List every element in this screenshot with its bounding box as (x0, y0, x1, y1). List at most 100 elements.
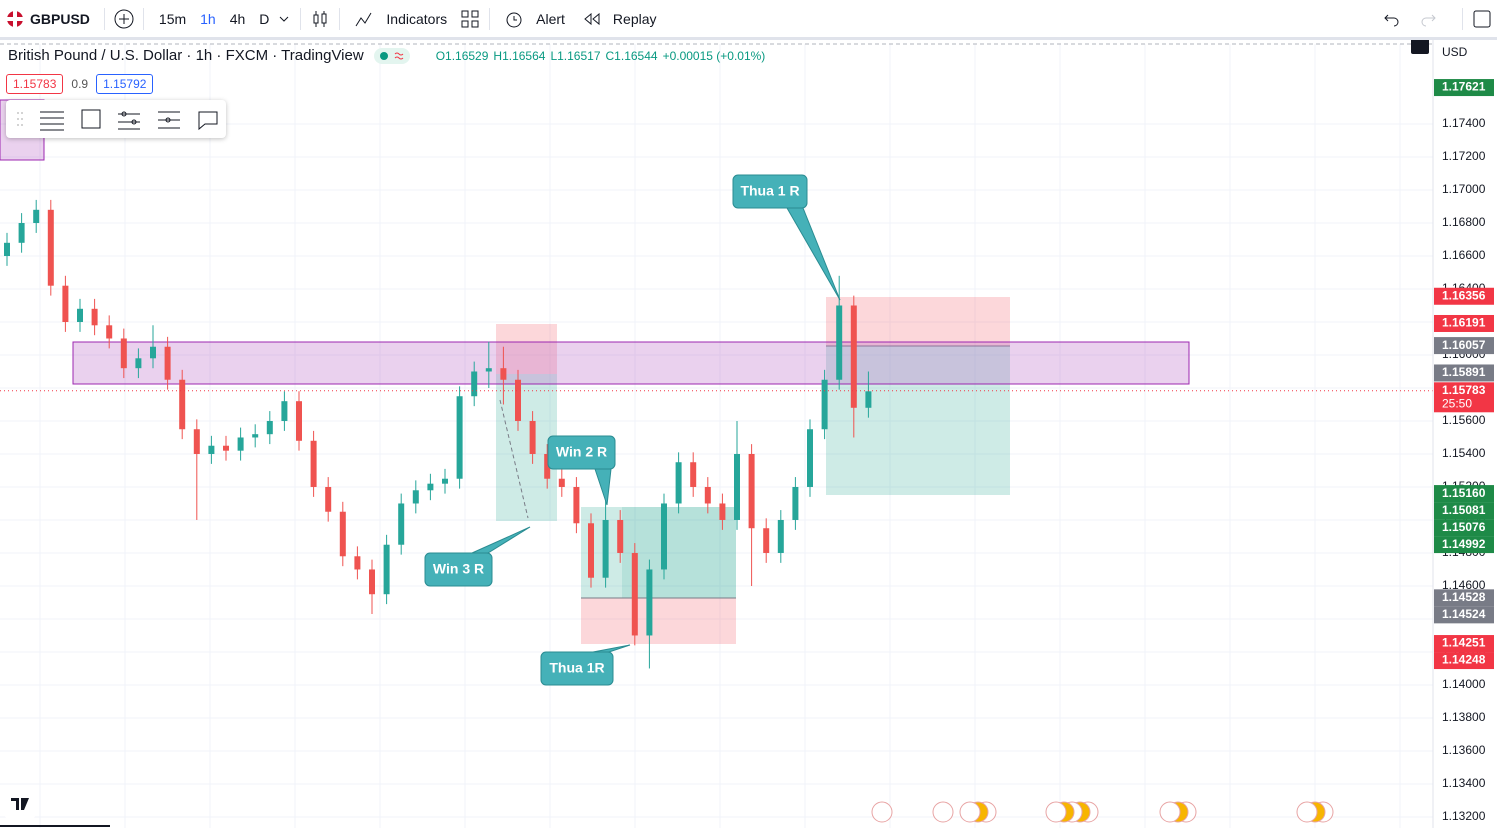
candle-body (704, 486, 711, 504)
price-tag-label: 1.14248 (1442, 653, 1486, 667)
symbol: GBPUSD (30, 10, 90, 27)
price-tag-label: 1.15081 (1442, 503, 1486, 517)
sell-price[interactable]: 1.15783 (6, 74, 64, 94)
y-tick-label: 1.13200 (1442, 809, 1486, 823)
y-tick-label: 1.16600 (1442, 248, 1486, 262)
interval-button[interactable]: 1h (200, 10, 216, 27)
candle-body (602, 519, 609, 578)
callout-pointer (592, 644, 631, 653)
alert-button[interactable]: Alert (498, 9, 577, 29)
price-tag: 1.16191 (1434, 314, 1494, 332)
candle-body (748, 453, 755, 529)
price-tag: 1.14524 (1434, 606, 1494, 624)
candle-body (18, 223, 25, 243)
price-tag-label: 1.16356 (1442, 288, 1486, 302)
event-icon (932, 801, 954, 823)
price-tag-bg (1434, 382, 1494, 413)
candle-body (223, 445, 229, 451)
price-tag: 1.16057 (1434, 337, 1494, 355)
callout (732, 174, 808, 209)
buy-price[interactable]: 1.15792 (96, 74, 154, 94)
candle-body (281, 401, 288, 421)
callout (424, 552, 493, 587)
candle-body (558, 478, 565, 487)
price-tag-label: 1.14528 (1442, 590, 1486, 604)
redo-button[interactable] (1418, 9, 1438, 29)
candle-body (325, 486, 332, 512)
symbol-button[interactable]: GBPUSD (0, 10, 96, 28)
buy-sell: 1.15783 0.9 1.15792 (6, 74, 154, 94)
price-tag-bg (1434, 606, 1494, 624)
candle-body (135, 358, 142, 369)
interval-button[interactable]: 15m (158, 10, 187, 27)
logo (11, 798, 29, 810)
event-icon (871, 801, 893, 823)
event-icon (1045, 801, 1067, 823)
price-tag-label: 1.17621 (1442, 80, 1486, 94)
y-tick-label: 1.17000 (1442, 182, 1486, 196)
candle-body (792, 486, 799, 520)
price-tag-label: 1.16191 (1442, 316, 1486, 330)
layout-button[interactable] (1471, 8, 1493, 30)
undo-button[interactable] (1382, 9, 1402, 29)
templates-button[interactable] (459, 8, 481, 30)
y-tick-label: 1.15400 (1442, 446, 1486, 460)
event-icon (1296, 801, 1318, 823)
price-tag-bg (1434, 635, 1494, 653)
callout-text: Win 3 R (433, 561, 484, 577)
y-tick-label: 1.14600 (1442, 578, 1486, 592)
candle-body (617, 519, 624, 553)
price-tag: 1.15081 (1434, 502, 1494, 520)
price-tag-bg (1434, 502, 1494, 520)
candle-body (500, 368, 507, 380)
candle-body (719, 503, 726, 520)
price-tag: 1.15160 (1434, 485, 1494, 503)
candle-body (821, 379, 828, 430)
candle-body (412, 490, 419, 504)
price-tag: 1.15891 (1434, 364, 1494, 382)
candle-body (398, 503, 405, 545)
candle-body (588, 523, 594, 578)
candle-body (4, 242, 10, 257)
candle-body (252, 434, 259, 438)
price-tag-label: 1.15891 (1442, 365, 1486, 379)
price-tag-bg (1434, 287, 1494, 305)
compare-button[interactable] (113, 8, 135, 30)
spread: 0.9 (71, 77, 89, 91)
y-tick-label: 1.13400 (1442, 776, 1486, 790)
price-tag: 1.17621 (1434, 79, 1494, 97)
candle-body (471, 371, 478, 397)
candle-body (179, 379, 186, 430)
candle-body (661, 503, 667, 570)
candle-body (485, 368, 492, 372)
candle-body (120, 338, 127, 369)
candle-body (573, 486, 580, 524)
callout-text: Thua 1R (549, 660, 604, 676)
add-button (1411, 38, 1429, 54)
candle-body (193, 429, 200, 454)
callout-text: Thua 1 R (740, 183, 799, 199)
replay-button[interactable]: Replay (577, 11, 669, 27)
candle-body (529, 420, 536, 454)
interval-dropdown[interactable] (276, 11, 292, 27)
candle-body (106, 325, 113, 339)
price-tag-bg (1434, 589, 1494, 607)
candle-body (836, 305, 843, 380)
y-tick-label: 1.17400 (1442, 116, 1486, 130)
currency-label: USD (1442, 45, 1468, 59)
chart-type-button[interactable] (309, 8, 331, 30)
y-tick-label: 1.15600 (1442, 413, 1486, 427)
price-tag-label: 1.15160 (1442, 486, 1486, 500)
callout-pointer (786, 207, 841, 301)
interval-button[interactable]: D (259, 10, 270, 27)
candle-body (865, 391, 872, 408)
price-tag-bg (1434, 314, 1494, 332)
indicators-button[interactable]: Indicators (348, 10, 459, 28)
price-tag-bg (1434, 652, 1494, 670)
price-tag-label: 1.14251 (1442, 636, 1486, 650)
price-tag-bg (1434, 364, 1494, 382)
candle-body (631, 552, 638, 636)
replay-label: Replay (612, 10, 657, 27)
interval-button[interactable]: 4h (229, 10, 246, 27)
